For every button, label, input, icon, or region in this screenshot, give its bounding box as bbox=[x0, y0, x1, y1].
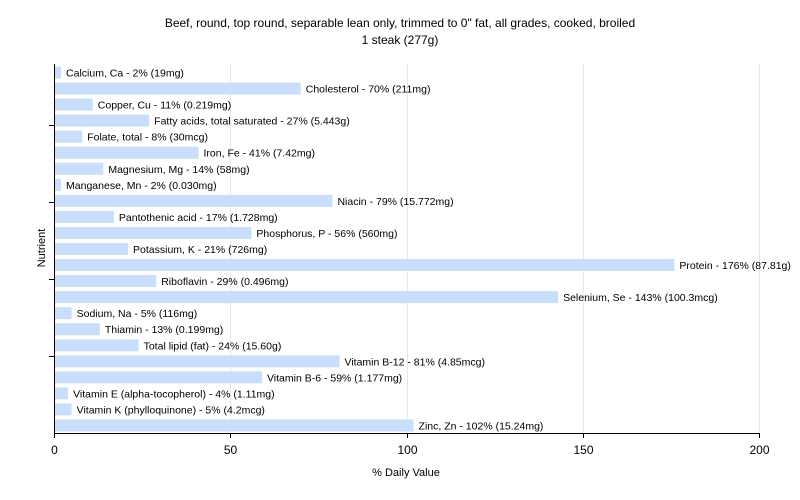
bar bbox=[55, 98, 93, 111]
axes bbox=[49, 64, 759, 434]
bar-label: Iron, Fe - 41% (7.42mg) bbox=[204, 148, 315, 160]
bar-label: Vitamin K (phylloquinone) - 5% (4.2mcg) bbox=[77, 404, 265, 416]
bar bbox=[55, 210, 114, 223]
bar-label: Potassium, K - 21% (726mg) bbox=[133, 244, 267, 256]
bar-label: Fatty acids, total saturated - 27% (5.44… bbox=[154, 116, 350, 128]
bar bbox=[55, 291, 559, 304]
bar-label: Thiamin - 13% (0.199mg) bbox=[105, 324, 223, 336]
bar-label: Total lipid (fat) - 24% (15.60g) bbox=[144, 340, 282, 352]
chart-title: Beef, round, top round, separable lean o… bbox=[165, 16, 635, 30]
bar-label: Selenium, Se - 143% (100.3mcg) bbox=[563, 292, 718, 304]
bar bbox=[55, 226, 252, 239]
x-tick-label: 50 bbox=[224, 443, 238, 457]
bar-label: Protein - 176% (87.81g) bbox=[679, 260, 790, 272]
x-tick-label: 100 bbox=[397, 443, 417, 457]
chart-subtitle: 1 steak (277g) bbox=[362, 33, 439, 47]
bar bbox=[55, 403, 72, 416]
bar bbox=[55, 82, 301, 95]
bar bbox=[55, 178, 62, 191]
bar-label: Pantothenic acid - 17% (1.728mg) bbox=[119, 212, 278, 224]
bar bbox=[55, 243, 129, 255]
bar-label: Folate, total - 8% (30mcg) bbox=[87, 132, 208, 144]
bar-label: Vitamin B-12 - 81% (4.85mcg) bbox=[345, 356, 485, 368]
bar-label: Cholesterol - 70% (211mg) bbox=[306, 84, 431, 96]
bar-label: Magnesium, Mg - 14% (58mg) bbox=[108, 164, 249, 176]
bar-labels: Calcium, Ca - 2% (19mg) Cholesterol - 70%… bbox=[66, 68, 791, 433]
bar bbox=[55, 275, 157, 288]
bar bbox=[55, 66, 62, 79]
bars bbox=[55, 66, 675, 432]
x-tick-label: 200 bbox=[749, 443, 769, 457]
bar bbox=[55, 339, 139, 352]
bar bbox=[55, 387, 69, 400]
bar-label: Manganese, Mn - 2% (0.030mg) bbox=[66, 180, 217, 192]
x-axis-label: % Daily Value bbox=[372, 467, 440, 479]
bar bbox=[55, 323, 100, 336]
bar-label: Zinc, Zn - 102% (15.24mg) bbox=[419, 420, 544, 432]
y-axis-label: Nutrient bbox=[36, 229, 48, 268]
bar bbox=[55, 162, 104, 175]
bar bbox=[55, 194, 333, 207]
bar bbox=[55, 259, 675, 272]
bar bbox=[55, 130, 83, 143]
bar-label: Sodium, Na - 5% (116mg) bbox=[77, 308, 198, 320]
bar-label: Riboflavin - 29% (0.496mg) bbox=[161, 276, 288, 288]
x-tick-label: 150 bbox=[573, 443, 593, 457]
bar bbox=[55, 419, 414, 432]
bar bbox=[55, 371, 262, 384]
bar-label: Vitamin B-6 - 59% (1.177mg) bbox=[267, 372, 402, 384]
bar-label: Niacin - 79% (15.772mg) bbox=[337, 196, 453, 208]
x-tick-label: 0 bbox=[51, 443, 58, 457]
bar-label: Copper, Cu - 11% (0.219mg) bbox=[98, 100, 231, 112]
bar-label: Phosphorus, P - 56% (560mg) bbox=[256, 228, 397, 240]
bar bbox=[55, 355, 340, 368]
bar bbox=[55, 146, 199, 159]
bar-label: Vitamin E (alpha-tocopherol) - 4% (1.11m… bbox=[73, 388, 275, 400]
bar-label: Calcium, Ca - 2% (19mg) bbox=[66, 68, 184, 80]
bar bbox=[55, 307, 72, 320]
x-axis-ticks: 0 50 100 150 200 bbox=[51, 433, 770, 457]
bar bbox=[55, 114, 150, 127]
